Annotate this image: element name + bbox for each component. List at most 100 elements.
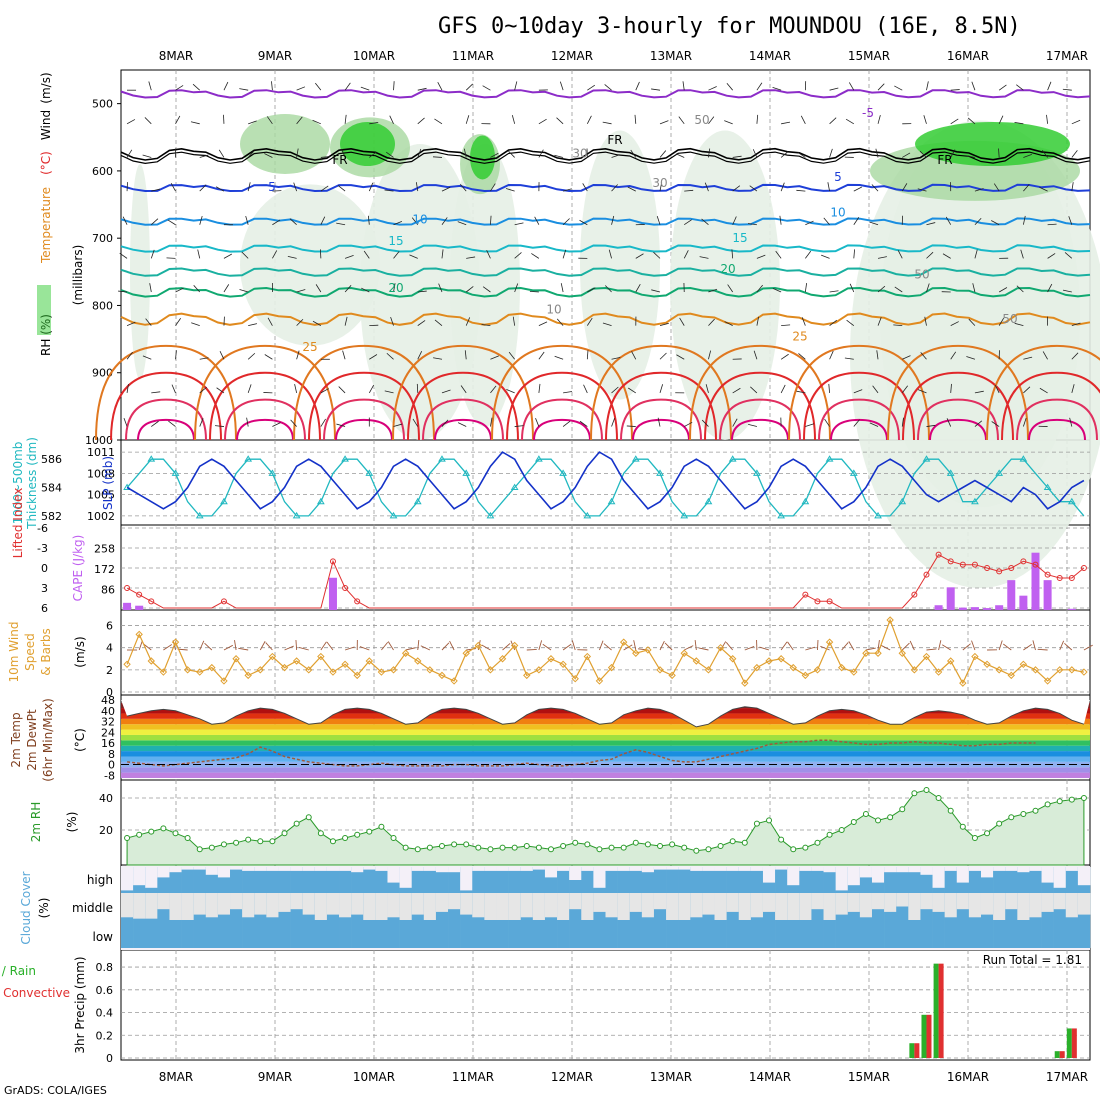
cloud-gap xyxy=(193,893,207,915)
cloud-gap xyxy=(811,867,824,871)
cloud-cell xyxy=(557,920,570,948)
wind-barb xyxy=(434,319,443,326)
cloud-cell xyxy=(423,920,437,948)
wind-barb xyxy=(393,423,403,427)
wind-barb xyxy=(749,185,758,192)
wind-speed-point xyxy=(583,652,592,661)
rh2m-point xyxy=(814,839,821,846)
wind-speed-point xyxy=(462,649,470,657)
wind-barb xyxy=(193,285,201,293)
surface-wind-barb xyxy=(298,646,309,651)
top-date-label: 15MAR xyxy=(848,49,890,63)
li-point xyxy=(1020,558,1027,565)
wind-barb xyxy=(219,351,225,360)
wind-barb xyxy=(175,350,177,360)
wind-barb xyxy=(320,418,326,427)
temp-tick: 8 xyxy=(108,748,115,761)
surface-wind-barb xyxy=(359,646,370,651)
top-date-label: 11MAR xyxy=(452,49,494,63)
surface-wind-barb xyxy=(901,642,910,651)
wind-barb xyxy=(119,252,128,259)
wind-barb xyxy=(315,284,322,293)
wind-speed-point xyxy=(983,660,991,669)
cloud-gap xyxy=(399,867,412,888)
isotherm-15 xyxy=(120,244,1091,253)
wind-barb xyxy=(926,251,934,259)
wind-speed-point xyxy=(607,663,616,672)
wind-barb xyxy=(192,83,200,91)
rh2m-point xyxy=(317,830,324,837)
cloud-gap xyxy=(641,893,655,918)
contour-label: 15 xyxy=(732,231,747,245)
precip-convective-bar xyxy=(1059,1051,1065,1058)
wind-barb xyxy=(732,418,738,427)
cloud-gap xyxy=(847,867,861,886)
cloud-gap xyxy=(339,893,352,918)
li-point xyxy=(971,561,978,568)
wind-barb xyxy=(708,116,715,125)
cloud-gap xyxy=(472,893,485,918)
wind-speed-point xyxy=(498,655,507,663)
wind-barb xyxy=(1064,252,1073,259)
top-date-label: 13MAR xyxy=(650,49,692,63)
cloud-cell xyxy=(678,920,691,948)
wind-barb xyxy=(901,183,908,192)
cloud-gap xyxy=(326,893,340,915)
cloud-cell xyxy=(242,867,255,893)
wind-barb xyxy=(748,423,758,427)
pressure-tick: 800 xyxy=(92,299,113,312)
temp-color-band xyxy=(121,729,1090,735)
surface-wind-barb xyxy=(449,640,455,651)
contour-label: 20 xyxy=(720,262,735,276)
wind-barb xyxy=(296,86,306,91)
rh2m-point xyxy=(959,823,966,830)
wind-barb xyxy=(611,215,615,225)
cloud-cell xyxy=(908,920,921,948)
wind-barb xyxy=(579,420,588,427)
thickness-point xyxy=(316,497,325,505)
wind-barb xyxy=(432,156,443,158)
rh2m-point xyxy=(329,838,336,845)
wind-barb xyxy=(920,352,927,360)
cloud-level-label: middle xyxy=(72,901,113,915)
wind-barb xyxy=(386,352,394,360)
rh2m-point xyxy=(560,843,567,849)
cloud-cell xyxy=(968,920,982,948)
chart-title: GFS 0~10day 3-hourly for MOUNDOU (16E, 8… xyxy=(438,14,1021,39)
wind-barb xyxy=(628,387,636,394)
surface-wind-barb xyxy=(817,639,819,651)
cape-bar xyxy=(1031,552,1040,610)
contour-label: 25 xyxy=(302,340,317,354)
cloud-cell xyxy=(920,920,933,948)
surface-wind-barb xyxy=(971,640,976,651)
li-point xyxy=(329,558,336,565)
wind-barb xyxy=(466,256,476,259)
wind-barb xyxy=(216,387,225,394)
cloud-gap xyxy=(932,867,945,888)
slp-tick: 1008 xyxy=(87,467,115,480)
wind-barb xyxy=(701,218,709,226)
wind-barb xyxy=(1047,283,1053,293)
cloud-gap xyxy=(363,867,376,870)
wind-barb xyxy=(659,384,664,394)
cloud-cell xyxy=(702,920,715,948)
surface-wind-barb xyxy=(787,641,794,651)
surface-wind-barb xyxy=(941,644,951,651)
wind-barb xyxy=(272,250,278,259)
cloud-gap xyxy=(460,893,473,915)
surface-wind-barb xyxy=(603,643,612,651)
diurnal-isotherm xyxy=(1028,418,1086,441)
wind-barb xyxy=(659,150,667,158)
cloud-gap xyxy=(762,867,776,883)
temp-tick: 16 xyxy=(101,737,115,750)
cloud-cell xyxy=(1029,920,1042,948)
cloud-cell xyxy=(993,867,1006,893)
li-tick: 3 xyxy=(41,582,48,595)
temp-color-band xyxy=(121,751,1090,757)
wind-barb xyxy=(554,154,564,158)
wind-barb xyxy=(293,182,298,192)
wind-barb xyxy=(247,384,252,394)
wind-speed-point xyxy=(898,649,906,657)
precip-convective-bar xyxy=(914,1043,920,1058)
wind-barb xyxy=(296,148,299,158)
